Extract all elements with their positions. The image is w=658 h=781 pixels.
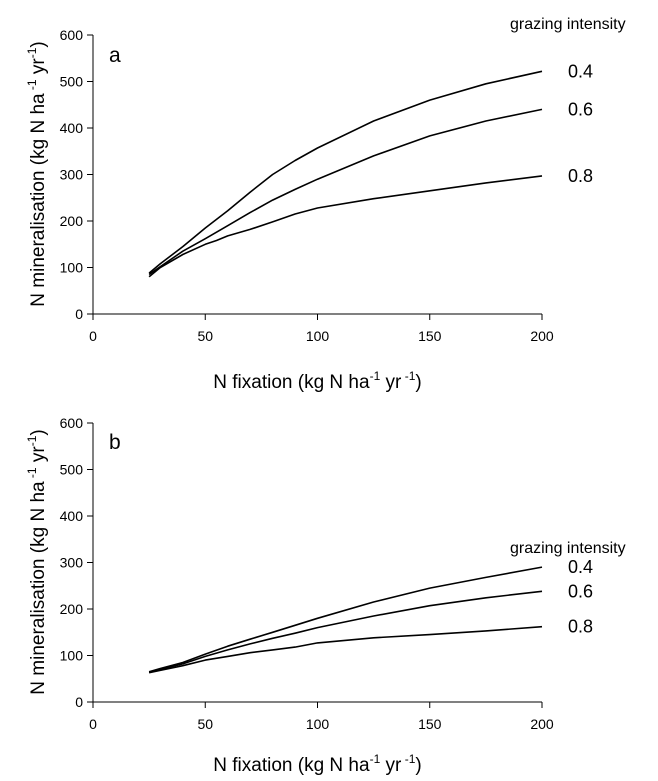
panel-a-series-label: 0.4	[568, 61, 593, 81]
y-title-sup: -1	[25, 79, 39, 93]
panel-a-y-tick-label: 100	[60, 260, 84, 276]
panel-a-y-tick-label: 600	[60, 27, 84, 43]
x-title-main: N fixation (kg N ha	[213, 755, 370, 776]
panel-b-x-tick-label: 100	[306, 716, 330, 732]
y-title-end: )	[28, 429, 49, 435]
panel-a-letter: a	[109, 44, 121, 67]
y-title-main: N mineralisation (kg N ha	[28, 481, 49, 695]
x-title-sup: -1	[370, 752, 381, 766]
x-title-mid: yr	[380, 372, 402, 393]
panel-a-y-tick-label: 500	[60, 74, 84, 90]
panel-b-y-tick-label: 200	[60, 601, 84, 617]
panel-a-y-axis-title: N mineralisation (kg N ha -1 yr-1)	[25, 41, 49, 306]
x-title-main: N fixation (kg N ha	[213, 372, 370, 393]
panel-b-x-axis-title: N fixation (kg N ha-1 yr -1)	[213, 752, 421, 776]
panel-b-x-tick-label: 150	[418, 716, 442, 732]
panel-a-y-tick-label: 300	[60, 167, 84, 183]
x-title-end: )	[415, 755, 421, 776]
y-title-sup: -1	[25, 467, 39, 481]
panel-a-x-tick-label: 100	[306, 328, 330, 344]
panel-a-x-tick-label: 50	[197, 328, 213, 344]
panel-b-series-0_4	[148, 566, 543, 673]
panel-b-letter: b	[109, 431, 121, 454]
panel-b-series-label: 0.4	[568, 557, 593, 577]
panel-a-x-axis-title: N fixation (kg N ha-1 yr -1)	[213, 369, 421, 393]
panel-a-series-0_8	[148, 175, 543, 278]
panel-b-x-tick-label: 200	[530, 716, 554, 732]
panel-b-x-tick-label: 0	[89, 716, 97, 732]
panel-b-series-label: 0.8	[568, 617, 593, 637]
y-title-main: N mineralisation (kg N ha	[28, 93, 49, 307]
panel-a-x-tick-label: 200	[530, 328, 554, 344]
panel-a-y-tick-label: 400	[60, 120, 84, 136]
panel-b-y-axis-title: N mineralisation (kg N ha -1 yr-1)	[25, 429, 49, 694]
panel-b-y-tick-label: 300	[60, 555, 84, 571]
y-title-end: )	[28, 41, 49, 47]
panel-b-legend-title: grazing intensity	[510, 540, 626, 557]
panel-b-y-tick-label: 400	[60, 508, 84, 524]
panel-a-series-0_4	[148, 70, 543, 274]
panel-b: 0 100 200 300 400 500 600 0 50 100 150 200 N fixatio…	[25, 415, 626, 776]
panel-a-series-0_6	[148, 108, 543, 276]
x-title-sup: -1	[401, 369, 415, 383]
panel-a-x-tick-label: 150	[418, 328, 442, 344]
panel-b-y-tick-label: 500	[60, 462, 84, 478]
y-title-mid: yr	[28, 58, 49, 80]
panel-b-y-tick-label: 100	[60, 648, 84, 664]
panel-b-y-tick-label: 0	[75, 694, 83, 710]
panel-a-legend-title: grazing intensity	[510, 16, 626, 33]
panel-a-x-tick-label: 0	[89, 328, 97, 344]
y-title-sup: -1	[25, 47, 39, 58]
panel-b-series-label: 0.6	[568, 581, 593, 601]
panel-a-y-tick-label: 200	[60, 213, 84, 229]
x-title-end: )	[415, 372, 421, 393]
panel-b-x-tick-label: 50	[197, 716, 213, 732]
panel-b-series-0_8	[148, 625, 543, 674]
y-title-sup: -1	[25, 435, 39, 446]
x-title-sup: -1	[370, 369, 381, 383]
panel-b-y-tick-label: 600	[60, 415, 84, 431]
panel-a-series-label: 0.8	[568, 166, 593, 186]
panel-a-series-label: 0.6	[568, 99, 593, 119]
panel-a-y-tick-label: 0	[75, 306, 83, 322]
x-title-sup: -1	[401, 752, 415, 766]
y-title-mid: yr	[28, 446, 49, 468]
panel-a: 0 100 200 300 400 500 600 0 50 100 150 200 N fixatio…	[25, 16, 626, 393]
x-title-mid: yr	[380, 755, 402, 776]
panel-b-series-0_6	[148, 590, 543, 673]
